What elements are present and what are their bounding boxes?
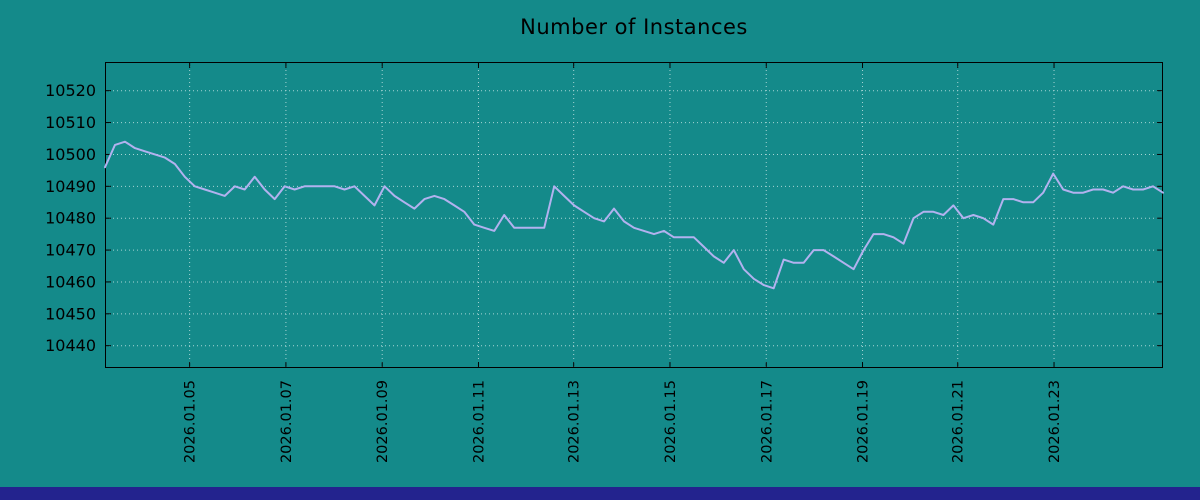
y-tick-label: 10520 (45, 81, 96, 100)
x-tick-label: 2026.01.15 (663, 380, 679, 463)
axis-ticks (105, 62, 1163, 368)
y-tick-label: 10500 (45, 145, 96, 164)
y-tick-label: 10450 (45, 304, 96, 323)
x-tick-label: 2026.01.17 (759, 380, 775, 463)
x-tick-label: 2026.01.21 (951, 380, 967, 463)
series-line (104, 140, 1164, 290)
x-tick-label: 2026.01.05 (183, 380, 199, 463)
y-tick-label: 10460 (45, 272, 96, 291)
grid-lines (105, 62, 1163, 368)
x-tick-label: 2026.01.11 (471, 380, 487, 463)
bottom-strip (0, 487, 1200, 500)
y-tick-label: 10510 (45, 113, 96, 132)
x-tick-label: 2026.01.23 (1047, 380, 1063, 463)
x-tick-label: 2026.01.13 (567, 380, 583, 463)
x-tick-label: 2026.01.09 (375, 380, 391, 463)
x-tick-label: 2026.01.07 (279, 380, 295, 463)
x-tick-label: 2026.01.19 (856, 380, 872, 463)
y-tick-label: 10470 (45, 241, 96, 260)
plot-border (105, 62, 1163, 368)
y-tick-label: 10440 (45, 336, 96, 355)
chart-title: Number of Instances (520, 15, 748, 39)
y-tick-label: 10490 (45, 177, 96, 196)
y-tick-label: 10480 (45, 209, 96, 228)
